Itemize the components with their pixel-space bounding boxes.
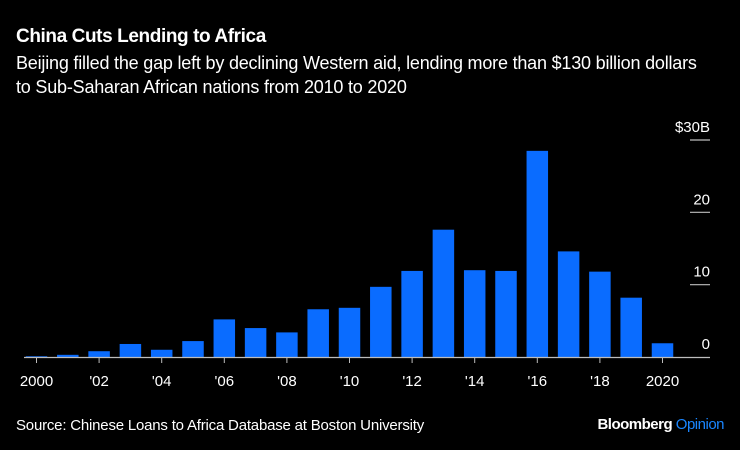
bar-2020 (651, 343, 674, 357)
bar-2003 (119, 343, 142, 357)
x-tick-label: 2000 (20, 373, 53, 390)
bar-2004 (150, 349, 173, 357)
bar-2012 (401, 270, 423, 357)
x-axis: 2000 '02 '04 '06 '08 '10 '12 '14 '16 '18 2020 (20, 356, 710, 390)
y-axis: 0 10 20 $30B (675, 119, 710, 353)
x-tick-label: '14 (465, 373, 485, 390)
x-tick-label: '08 (277, 373, 297, 390)
bar-2011 (370, 286, 392, 357)
bar-2008 (276, 332, 298, 357)
x-tick-label: 2020 (646, 373, 679, 390)
bar-2005 (182, 341, 204, 357)
bar-2014 (463, 270, 486, 357)
x-tick-label: '04 (152, 373, 172, 390)
bar-2007 (244, 328, 267, 357)
bar-2006 (213, 319, 236, 357)
bar-2016 (526, 150, 549, 357)
bar-2001 (57, 354, 79, 357)
x-tick-label: '02 (89, 373, 109, 390)
chart-subtitle: Beijing filled the gap left by declining… (16, 53, 697, 97)
y-tick-label: 0 (702, 336, 710, 353)
bar-2018 (589, 271, 611, 357)
bar-2000 (25, 356, 48, 358)
x-tick-label: '18 (590, 373, 610, 390)
bar-2017 (557, 251, 580, 357)
y-tick-label: 20 (693, 191, 710, 208)
y-tick-label: 10 (693, 264, 710, 281)
brand-main: Bloomberg (597, 416, 673, 433)
chart-title: China Cuts Lending to Africa (16, 26, 266, 47)
source-note: Source: Chinese Loans to Africa Database… (16, 417, 425, 434)
bar-2010 (338, 307, 361, 357)
bar-2002 (88, 351, 110, 357)
y-tick-label: $30B (675, 119, 710, 136)
brand-logo: Bloomberg Opinion (597, 416, 724, 433)
x-tick-label: '16 (528, 373, 548, 390)
bars-group (25, 150, 674, 358)
bar-2019 (620, 297, 642, 357)
bar-2009 (307, 309, 329, 357)
bar-2013 (432, 229, 455, 357)
brand-accent: Opinion (675, 416, 725, 433)
x-tick-label: '12 (402, 373, 422, 390)
x-tick-label: '06 (215, 373, 235, 390)
x-tick-label: '10 (340, 373, 360, 390)
bar-2015 (495, 270, 517, 357)
